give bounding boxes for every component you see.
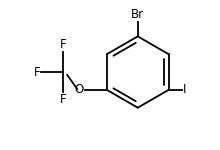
Text: Br: Br [131, 9, 144, 21]
Text: I: I [183, 83, 186, 96]
Text: F: F [60, 38, 67, 51]
Text: F: F [60, 93, 67, 106]
Text: F: F [34, 66, 40, 79]
Text: O: O [75, 83, 84, 96]
